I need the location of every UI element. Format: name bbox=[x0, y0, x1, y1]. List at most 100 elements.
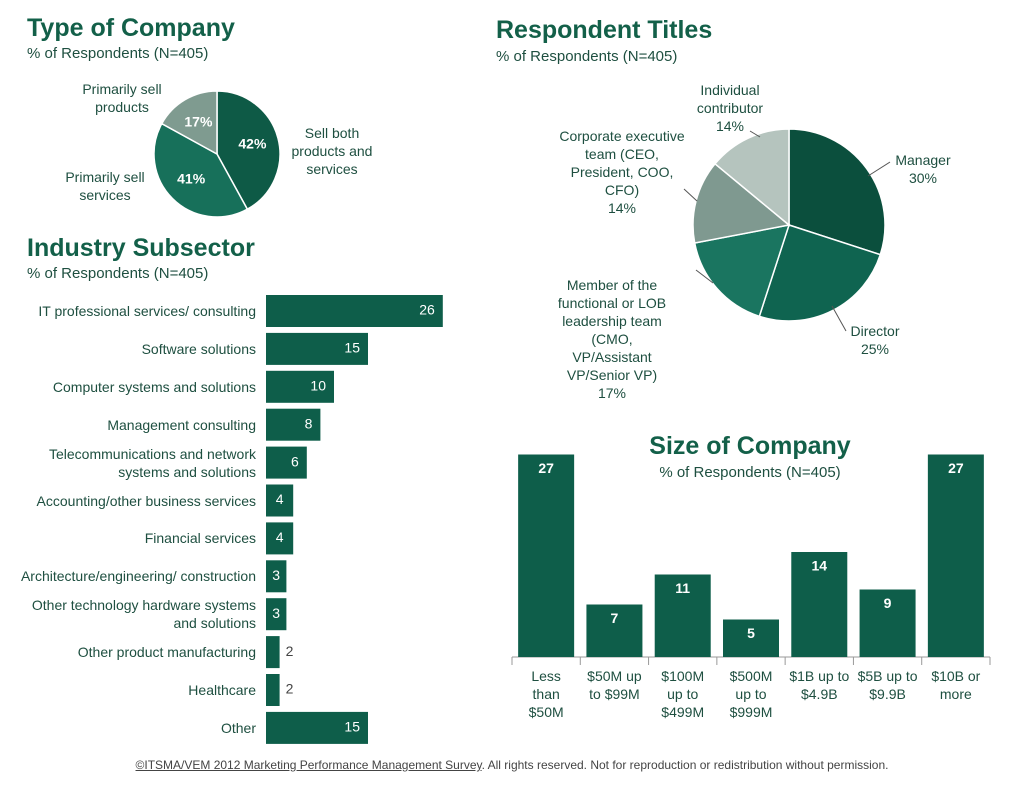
pie-slice bbox=[713, 128, 790, 227]
bar bbox=[266, 295, 443, 327]
bar-value-label: 8 bbox=[305, 415, 313, 431]
bar bbox=[266, 370, 334, 403]
bar-value-label: 4 bbox=[276, 491, 284, 507]
bar-value-label: 7 bbox=[611, 610, 619, 626]
bar-value-label: 2 bbox=[286, 681, 294, 697]
bar-value-label: 3 bbox=[272, 567, 280, 583]
slice-label: Individual contributor bbox=[696, 82, 764, 116]
bar bbox=[266, 332, 368, 365]
slice-label: Sell both products and services bbox=[291, 125, 373, 177]
slice-value-label: 17% bbox=[597, 385, 627, 401]
bar-value-label: 26 bbox=[419, 302, 435, 318]
bar bbox=[654, 574, 711, 657]
bar-value-label: 27 bbox=[538, 460, 554, 476]
y-tick-label: Other technology hardware systems and so… bbox=[31, 597, 256, 632]
pie-slice bbox=[216, 90, 281, 211]
leader-line bbox=[749, 130, 761, 138]
y-tick-label: Telecommunications and network systems a… bbox=[49, 445, 256, 480]
bar bbox=[927, 454, 984, 657]
x-tick-label: $5B up to $9.9B bbox=[857, 668, 918, 702]
pie-slice bbox=[692, 162, 791, 244]
bar-value-label: 5 bbox=[747, 625, 755, 641]
bar-value-label: 15 bbox=[344, 719, 360, 735]
y-tick-label: Healthcare bbox=[188, 682, 256, 698]
y-tick-label: Architecture/engineering/ construction bbox=[20, 568, 256, 585]
footer: ©ITSMA/VEM 2012 Marketing Performance Ma… bbox=[0, 758, 1024, 772]
y-tick-label: Computer systems and solutions bbox=[52, 378, 256, 395]
bar bbox=[266, 674, 280, 706]
y-tick-label: Accounting/other business services bbox=[36, 492, 256, 509]
pie-slice bbox=[153, 122, 249, 218]
y-tick-label: Other product manufacturing bbox=[77, 644, 256, 661]
bar bbox=[586, 604, 643, 657]
slice-value-label: 25% bbox=[860, 341, 890, 357]
x-tick-label: $100M up to $499M bbox=[661, 668, 705, 720]
chart-subtitle: % of Respondents (N=405) bbox=[659, 464, 841, 481]
slice-label-group: Individual contributor 14% bbox=[680, 81, 780, 135]
x-tick-label: $50M up to $99M bbox=[587, 668, 642, 702]
bar bbox=[266, 446, 307, 479]
bar bbox=[266, 560, 287, 593]
x-tick-label: $10B or more bbox=[931, 668, 981, 702]
y-tick-label: Other bbox=[220, 719, 256, 736]
bar-value-label: 14 bbox=[811, 558, 827, 574]
chart-subtitle: % of Respondents (N=405) bbox=[27, 265, 209, 282]
slice-value-label: 14% bbox=[715, 118, 745, 134]
bar bbox=[266, 522, 294, 555]
slice-label: Corporate executive team (CEO, President… bbox=[559, 128, 685, 198]
pie-slice bbox=[160, 90, 218, 156]
bar bbox=[791, 552, 848, 657]
bar-value-label: 27 bbox=[948, 460, 964, 476]
slice-label-group: Manager 30% bbox=[882, 151, 964, 187]
slice-label: Primarily sell services bbox=[65, 169, 145, 203]
leader-line bbox=[831, 305, 847, 332]
y-tick-label: Management consulting bbox=[107, 416, 256, 433]
y-tick-label: Software solutions bbox=[141, 340, 256, 357]
chart-subtitle: % of Respondents (N=405) bbox=[496, 48, 678, 65]
slice-label: Member of the functional or LOB leadersh… bbox=[557, 277, 667, 383]
bar-value-label: 10 bbox=[310, 378, 326, 394]
slice-label: Manager bbox=[895, 152, 951, 168]
slice-value-label: 17% bbox=[184, 113, 213, 129]
slice-value-label: 30% bbox=[908, 170, 938, 186]
bar-value-label: 15 bbox=[344, 340, 360, 356]
chart-title: Industry Subsector bbox=[27, 234, 255, 262]
pie-slice bbox=[788, 128, 886, 256]
bar-value-label: 4 bbox=[276, 529, 284, 545]
slice-value-label: 41% bbox=[177, 171, 206, 187]
chart-title: Type of Company bbox=[27, 14, 235, 42]
bar bbox=[266, 598, 287, 631]
bar-value-label: 3 bbox=[272, 605, 280, 621]
slice-value-label: 42% bbox=[238, 136, 267, 152]
leader-line bbox=[695, 269, 714, 284]
bar bbox=[723, 619, 779, 657]
bar bbox=[518, 454, 575, 657]
bar bbox=[266, 711, 368, 744]
y-tick-label: IT professional services/ consulting bbox=[38, 303, 256, 319]
bar-value-label: 6 bbox=[291, 453, 299, 469]
x-tick-label: $1B up to $4.9B bbox=[789, 668, 850, 702]
slice-label: Primarily sell products bbox=[82, 81, 162, 115]
chart-subtitle: % of Respondents (N=405) bbox=[27, 45, 209, 62]
slice-label: Director bbox=[850, 323, 900, 339]
slice-label-group: Director 25% bbox=[825, 322, 925, 358]
bar-value-label: 11 bbox=[675, 580, 690, 596]
x-tick-label: $500M up to $999M bbox=[729, 668, 773, 720]
bar bbox=[266, 636, 280, 669]
bar bbox=[266, 408, 321, 441]
leader-line bbox=[867, 161, 891, 177]
leader-line bbox=[683, 188, 698, 202]
slice-value-label: 14% bbox=[607, 200, 637, 216]
y-tick-label: Financial services bbox=[144, 530, 256, 547]
slice-label-group: Corporate executive team (CEO, President… bbox=[557, 127, 687, 217]
footer-note: . All rights reserved. Not for reproduct… bbox=[481, 758, 889, 772]
bar bbox=[266, 484, 294, 517]
footer-source: ©ITSMA/VEM 2012 Marketing Performance Ma… bbox=[135, 758, 482, 772]
pie-slice bbox=[693, 224, 791, 318]
chart-title: Size of Company bbox=[649, 432, 851, 460]
chart-title: Respondent Titles bbox=[496, 16, 713, 44]
bar bbox=[859, 589, 916, 657]
x-tick-label: Less than $50M bbox=[528, 668, 564, 720]
